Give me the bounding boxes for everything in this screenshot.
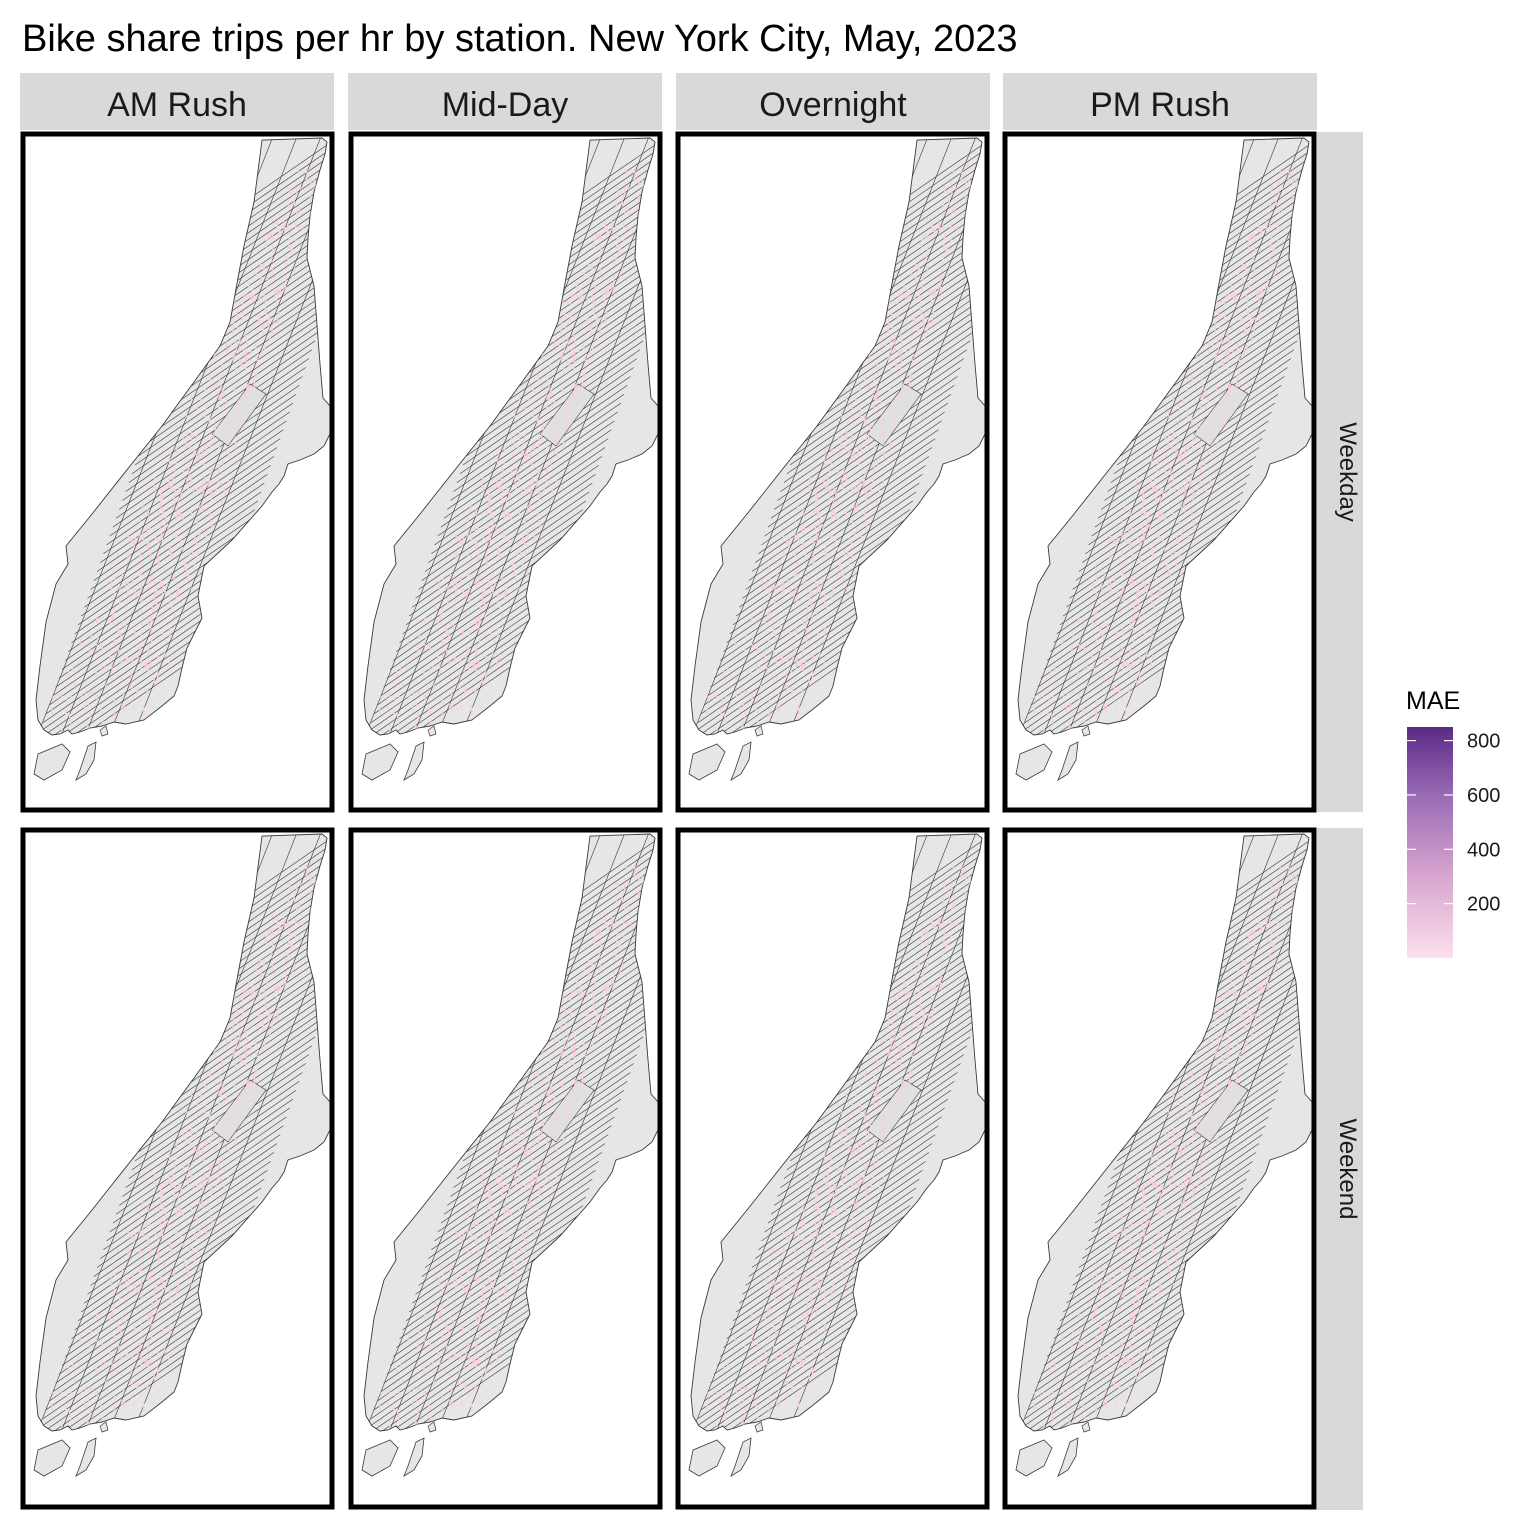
- panel-weekend-am-rush: [20, 788, 404, 1510]
- panel-weekday-mid-day: [348, 92, 732, 813]
- column-strip-mid-day: Mid-Day: [348, 73, 662, 130]
- panel-weekend-overnight: [675, 788, 1059, 1510]
- panel-weekend-pm-rush: [1002, 788, 1386, 1510]
- column-strip-am-rush: AM Rush: [20, 73, 334, 130]
- column-label-mid-day: Mid-Day: [442, 86, 569, 124]
- row-strip-weekday: Weekday: [1317, 132, 1363, 812]
- panel-weekday-pm-rush: [1002, 92, 1386, 813]
- mae-legend: MAE 800 600 400 200: [1406, 687, 1500, 958]
- legend-tick-label: 400: [1467, 839, 1500, 861]
- legend-tick-label: 600: [1467, 785, 1500, 807]
- column-strip-overnight: Overnight: [676, 73, 990, 130]
- legend-colorbar: [1407, 727, 1453, 958]
- row-strip-weekend: Weekend: [1317, 828, 1363, 1510]
- row-label-weekday: Weekday: [1334, 422, 1361, 522]
- row-label-weekend: Weekend: [1334, 1119, 1361, 1220]
- column-label-pm-rush: PM Rush: [1090, 86, 1230, 124]
- panel-weekday-am-rush: [20, 92, 404, 813]
- legend-tick-label: 200: [1467, 894, 1500, 916]
- panel-weekend-mid-day: [348, 788, 732, 1510]
- column-label-overnight: Overnight: [759, 86, 907, 124]
- legend-title: MAE: [1406, 687, 1460, 715]
- legend-tick-label: 800: [1467, 731, 1500, 753]
- panel-weekday-overnight: [675, 92, 1059, 813]
- column-label-am-rush: AM Rush: [107, 86, 247, 124]
- column-strip-pm-rush: PM Rush: [1003, 73, 1317, 130]
- figure-title: Bike share trips per hr by station. New …: [22, 18, 1017, 60]
